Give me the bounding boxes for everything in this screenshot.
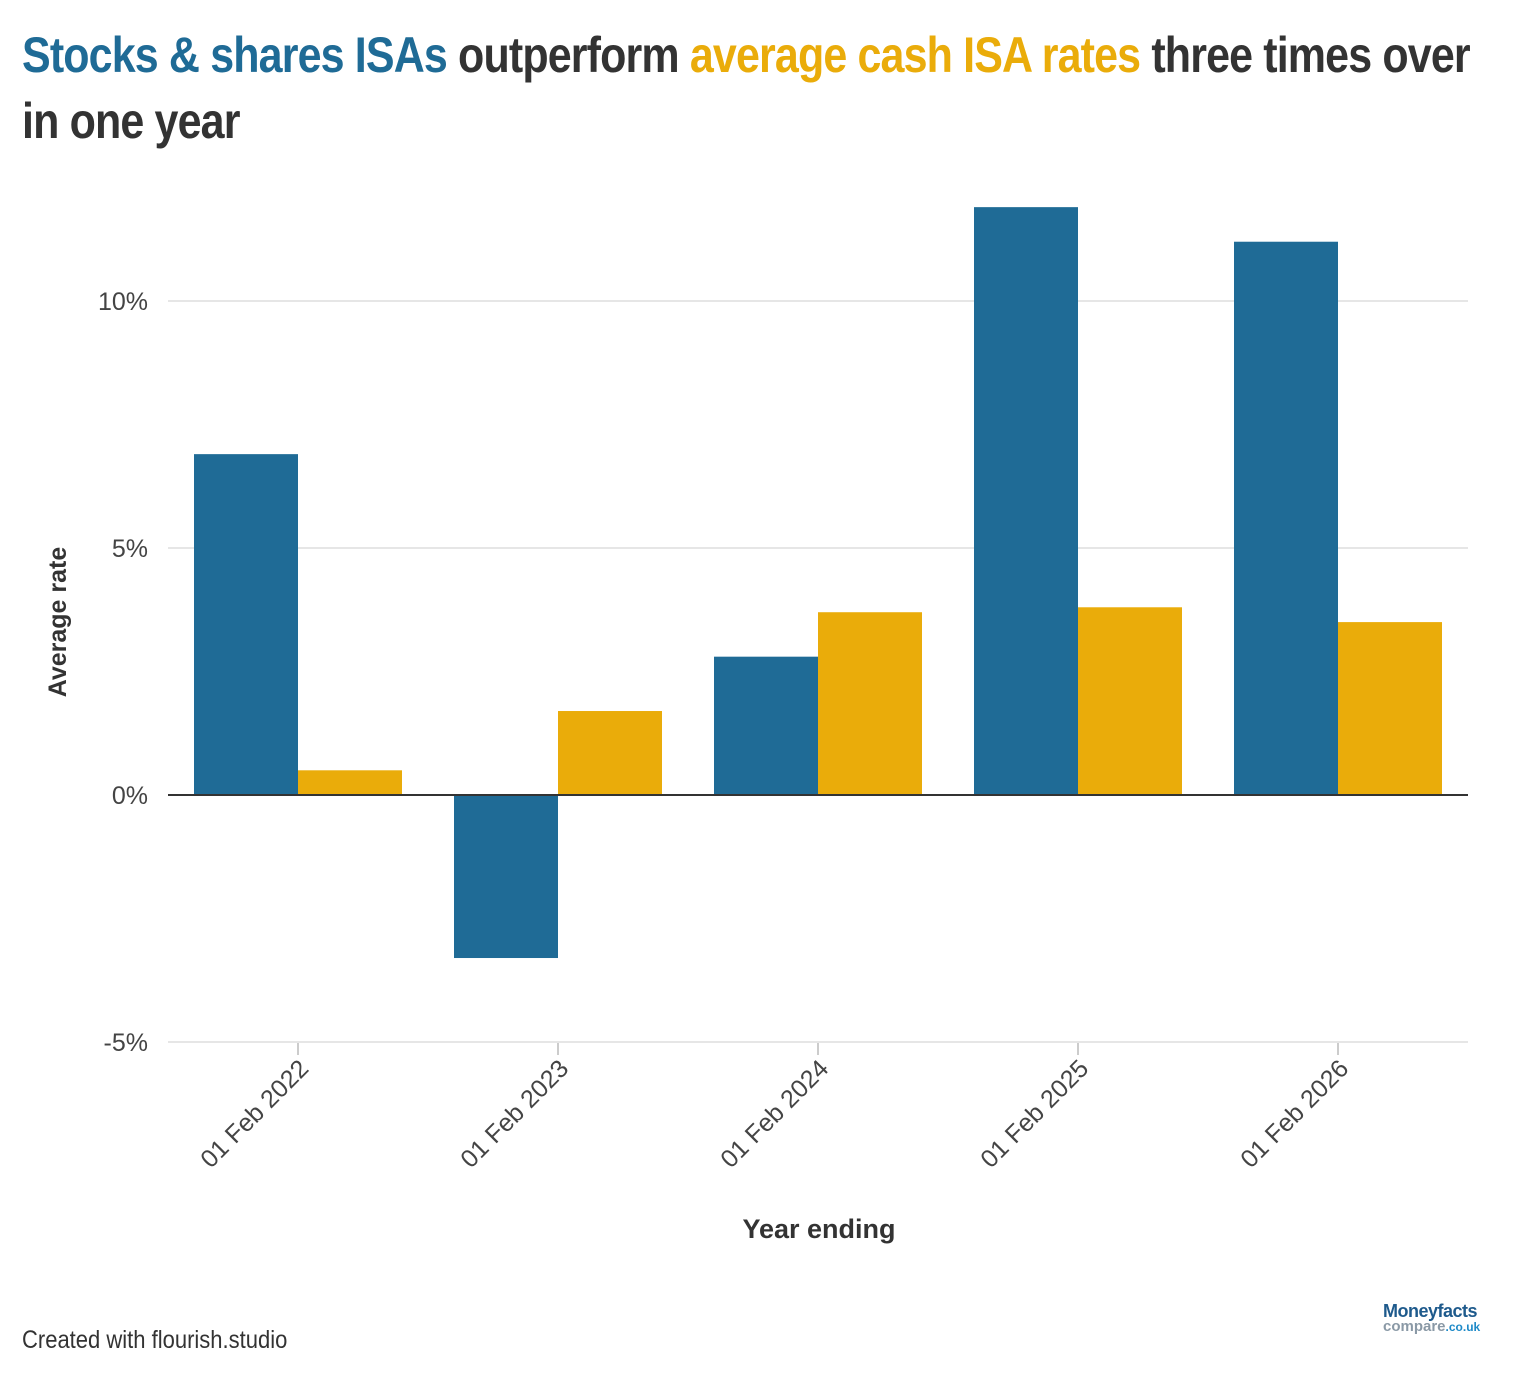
bar-stocks-1	[454, 795, 558, 959]
y-tick-label: 5%	[112, 535, 148, 563]
footer-credit[interactable]: Created with flourish.studio	[22, 1326, 288, 1354]
y-tick-label: 10%	[98, 288, 148, 316]
x-tick-label: 01 Feb 2023	[455, 1054, 574, 1173]
title-stocks: Stocks & shares ISAs	[22, 27, 448, 83]
bar-stocks-4	[1234, 241, 1338, 796]
bar-cash-1	[558, 711, 662, 795]
x-tick-label: 01 Feb 2025	[975, 1054, 1094, 1173]
title-text: outperform	[446, 27, 690, 83]
y-tick-label: -5%	[104, 1029, 148, 1057]
title-cash: average cash ISA rates	[689, 27, 1141, 83]
bar-stocks-0	[194, 454, 298, 795]
bar-stocks-2	[714, 656, 818, 795]
x-tick-label: 01 Feb 2026	[1235, 1054, 1354, 1173]
bar-cash-2	[818, 612, 922, 795]
x-tick-label: 01 Feb 2024	[715, 1054, 834, 1173]
title-text-end: three times over in one year	[22, 27, 1471, 149]
x-tick-label: 01 Feb 2022	[195, 1054, 314, 1173]
bar-stocks-3	[974, 207, 1078, 795]
moneyfacts-logo: Moneyfacts compare.co.uk	[1383, 1301, 1481, 1335]
bar-cash-3	[1078, 607, 1182, 795]
chart-title: Stocks & shares ISAs outperform average …	[22, 22, 1484, 154]
x-axis-label: Year ending	[742, 1214, 895, 1244]
bar-cash-0	[298, 770, 402, 795]
y-axis-label: Average rate	[44, 547, 72, 698]
y-tick-label: 0%	[112, 782, 148, 810]
bar-cash-4	[1338, 622, 1442, 795]
